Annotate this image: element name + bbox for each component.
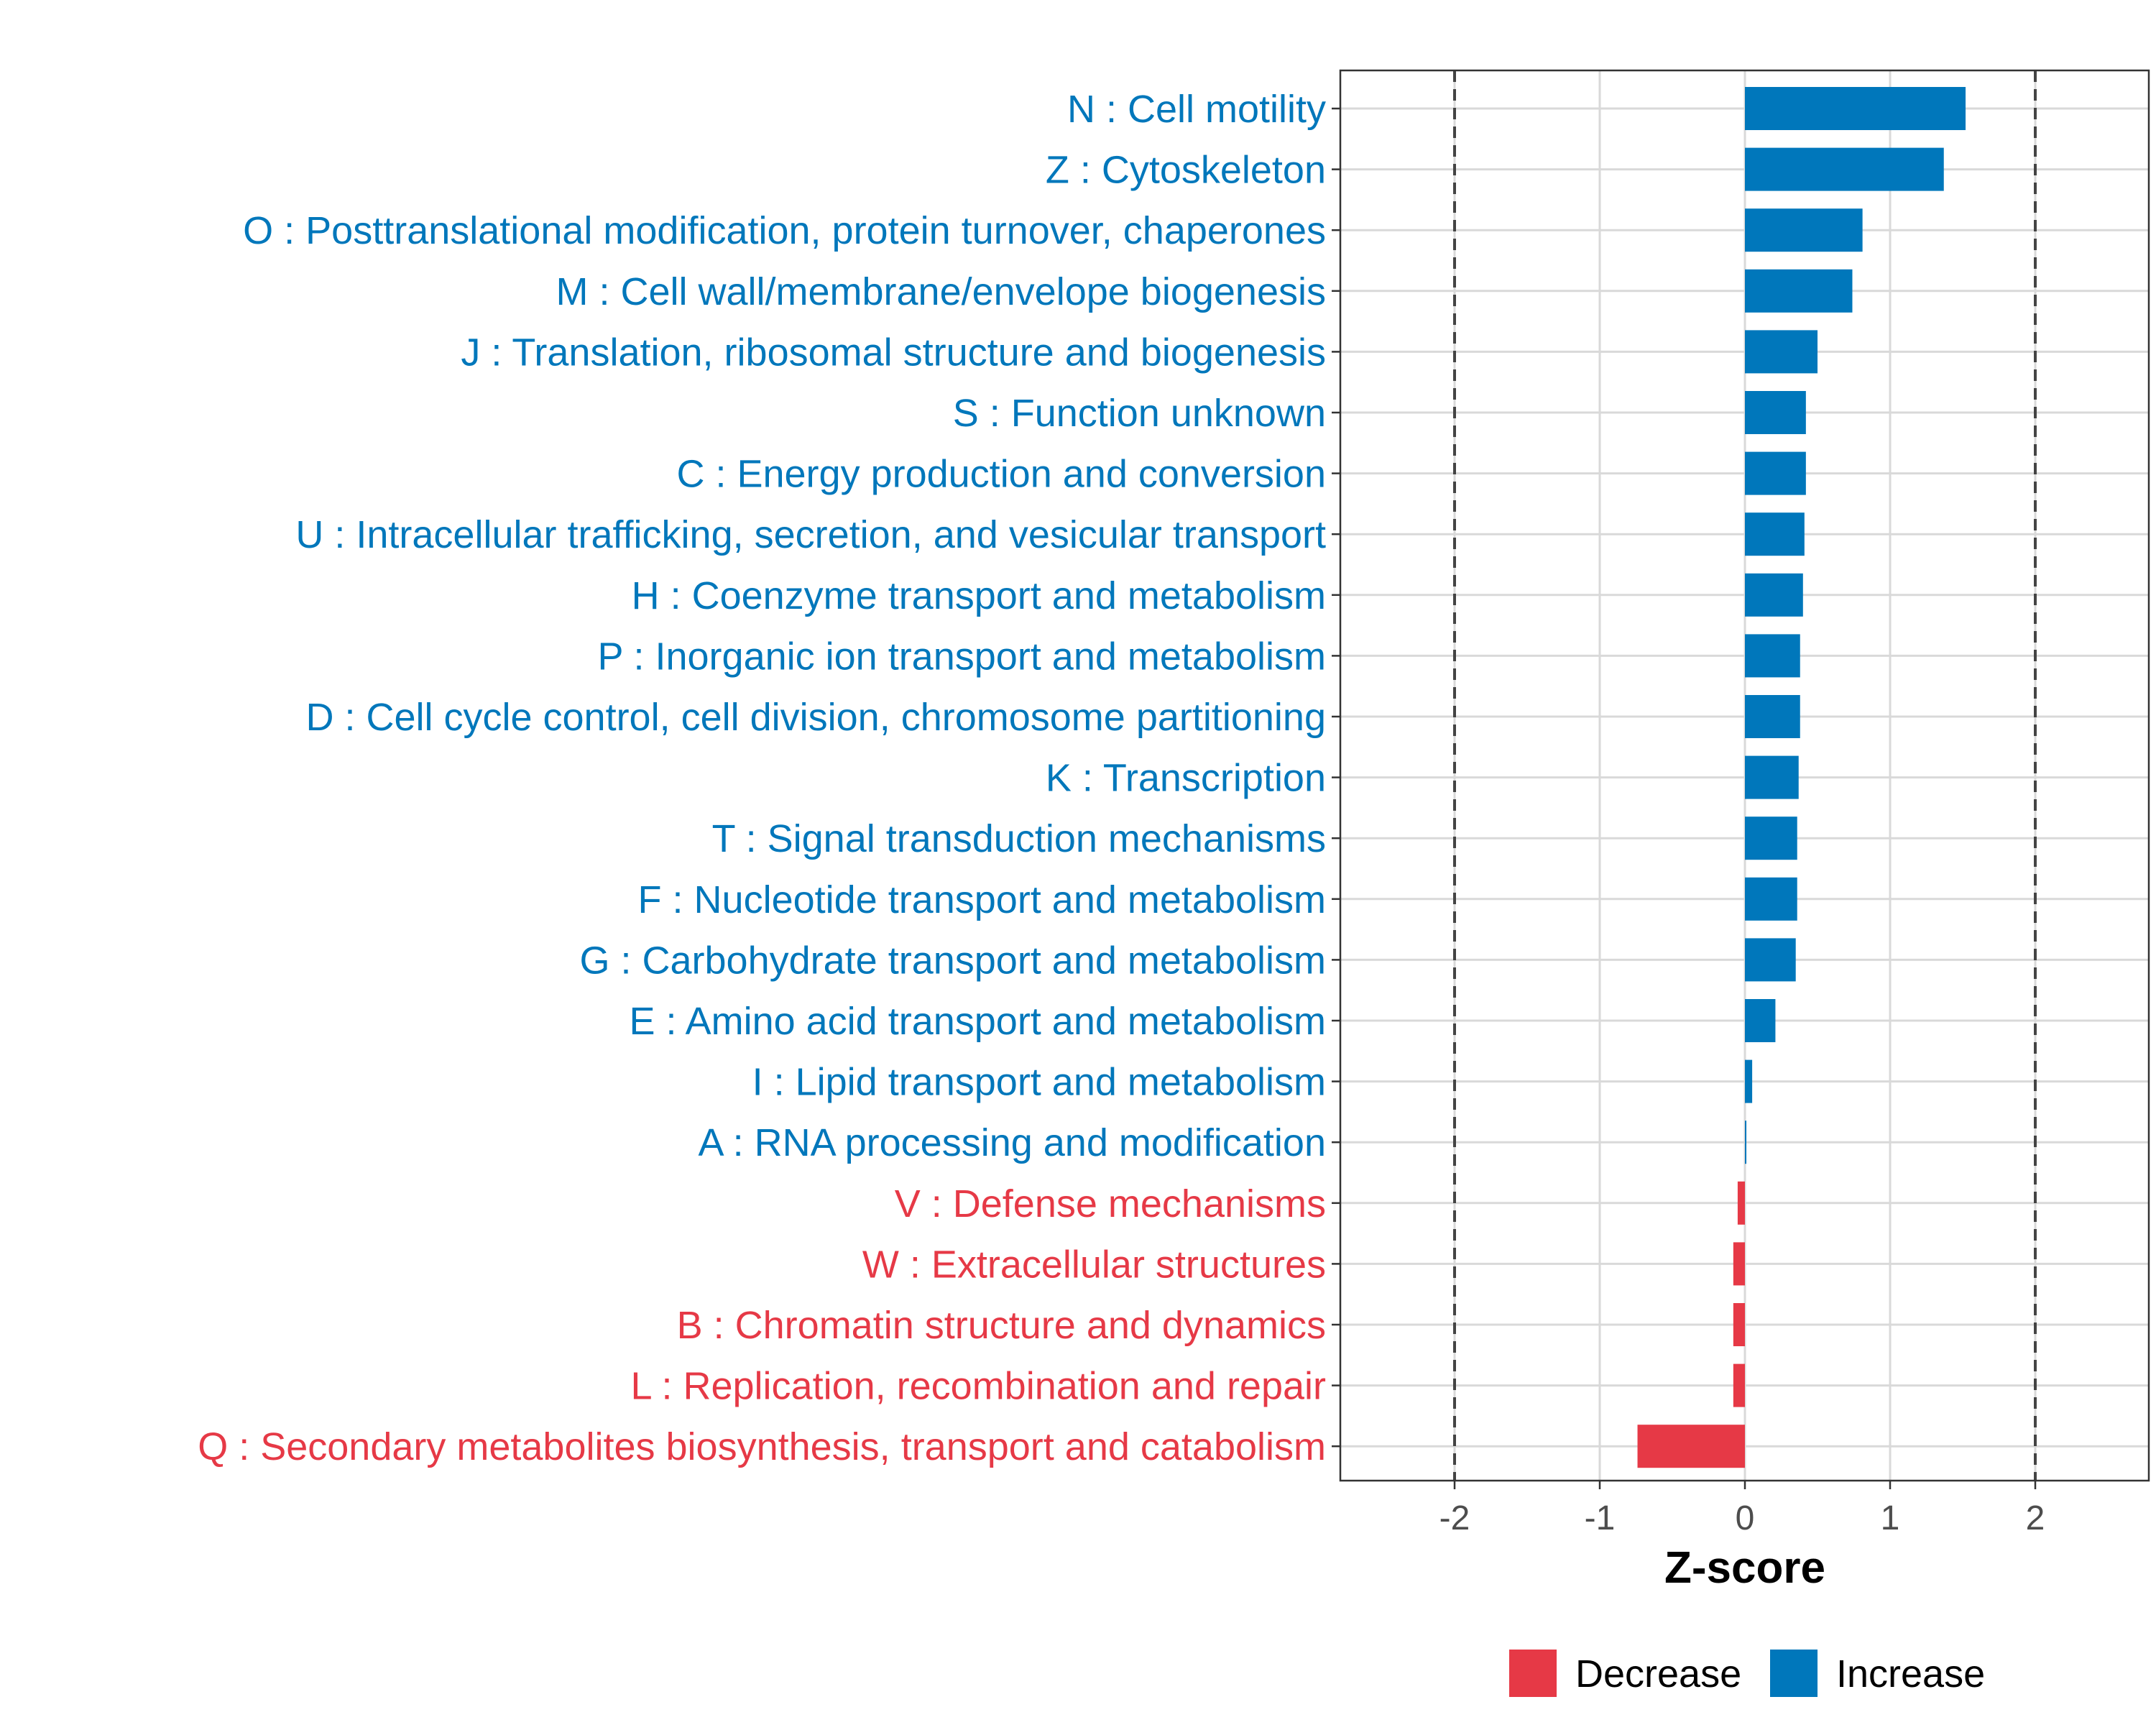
- bar-increase: [1745, 330, 1818, 374]
- legend: Decrease Increase: [1509, 1650, 1985, 1697]
- bar-increase: [1745, 147, 1944, 191]
- bar-increase: [1745, 634, 1800, 678]
- bar-decrease: [1733, 1303, 1745, 1346]
- bar-increase: [1745, 451, 1806, 495]
- reference-lines: [1453, 70, 2037, 1481]
- x-tick-label: -2: [1439, 1499, 1470, 1537]
- category-label: G : Carbohydrate transport and metabolis…: [580, 939, 1327, 982]
- category-label: Z : Cytoskeleton: [1046, 149, 1326, 192]
- legend-label-decrease: Decrease: [1575, 1652, 1741, 1696]
- category-label: Q : Secondary metabolites biosynthesis, …: [198, 1425, 1326, 1468]
- x-tick-label: -1: [1585, 1499, 1616, 1537]
- bar-increase: [1745, 999, 1776, 1042]
- category-label: F : Nucleotide transport and metabolism: [638, 878, 1326, 921]
- axis-ticks: [1332, 107, 2037, 1489]
- category-label: M : Cell wall/membrane/envelope biogenes…: [556, 270, 1326, 313]
- legend-label-increase: Increase: [1836, 1652, 1985, 1696]
- x-tick-label: 0: [1736, 1499, 1755, 1537]
- category-label: L : Replication, recombination and repai…: [630, 1365, 1326, 1408]
- category-label: N : Cell motility: [1067, 88, 1326, 131]
- bar-increase: [1745, 816, 1797, 860]
- category-label: H : Coenzyme transport and metabolism: [632, 574, 1326, 617]
- bar-increase: [1745, 755, 1799, 799]
- bar-increase: [1745, 269, 1853, 313]
- category-labels: N : Cell motility Z : Cytoskeleton O : Pos…: [198, 88, 1326, 1468]
- x-axis-title: Z-score: [1664, 1543, 1825, 1593]
- bar-increase: [1745, 391, 1806, 434]
- x-tick-labels: -2 -1 0 1 2: [1439, 1499, 2045, 1537]
- category-label: J : Translation, ribosomal structure and…: [461, 331, 1326, 374]
- bar-increase: [1745, 87, 1966, 130]
- category-label: P : Inorganic ion transport and metaboli…: [597, 635, 1326, 678]
- bar-decrease: [1637, 1425, 1745, 1468]
- category-label: A : RNA processing and modification: [699, 1121, 1326, 1164]
- category-label: T : Signal transduction mechanisms: [712, 817, 1326, 860]
- category-label: B : Chromatin structure and dynamics: [677, 1304, 1326, 1347]
- legend-swatch-increase: [1770, 1650, 1818, 1697]
- x-tick-label: 2: [2026, 1499, 2045, 1537]
- category-label: V : Defense mechanisms: [895, 1182, 1326, 1225]
- category-label: K : Transcription: [1046, 757, 1326, 800]
- bar-decrease: [1737, 1181, 1745, 1225]
- bar-increase: [1745, 938, 1796, 982]
- x-tick-label: 1: [1881, 1499, 1900, 1537]
- bar-increase: [1745, 512, 1805, 556]
- bars: [1637, 87, 1966, 1468]
- category-label: W : Extracellular structures: [862, 1243, 1326, 1286]
- category-label: I : Lipid transport and metabolism: [752, 1061, 1326, 1104]
- bar-increase: [1745, 877, 1797, 921]
- bar-increase: [1745, 208, 1863, 252]
- category-label: S : Function unknown: [953, 392, 1326, 435]
- category-label: E : Amino acid transport and metabolism: [630, 1000, 1326, 1043]
- bar-increase: [1745, 573, 1803, 617]
- bar-increase: [1745, 1059, 1753, 1103]
- bar-decrease: [1733, 1242, 1745, 1286]
- bar-decrease: [1733, 1363, 1745, 1407]
- category-label: U : Intracellular trafficking, secretion…: [295, 513, 1326, 556]
- category-label: O : Posttranslational modification, prot…: [243, 209, 1326, 252]
- category-label: D : Cell cycle control, cell division, c…: [305, 696, 1326, 739]
- bar-increase: [1745, 695, 1800, 738]
- category-label: C : Energy production and conversion: [676, 453, 1326, 496]
- bar-increase: [1745, 1121, 1747, 1164]
- legend-swatch-decrease: [1509, 1650, 1557, 1697]
